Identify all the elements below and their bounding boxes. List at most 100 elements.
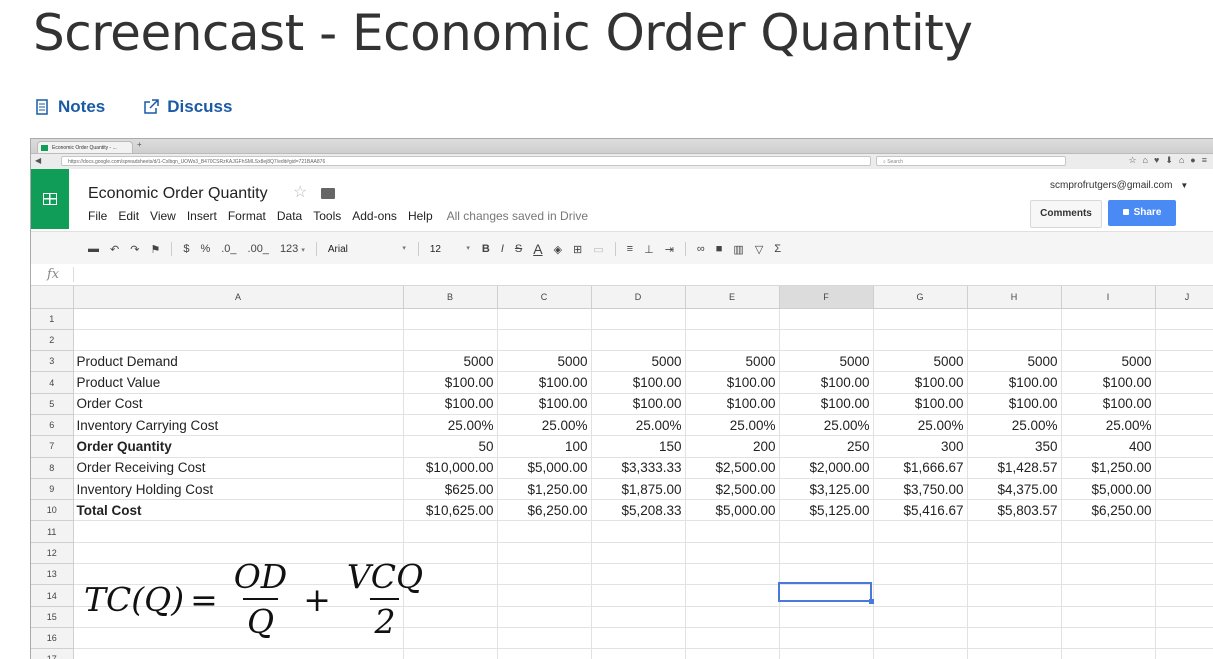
- cell-empty[interactable]: [1155, 435, 1213, 458]
- fill-color-icon[interactable]: ◈: [553, 243, 563, 256]
- bold-button[interactable]: B: [481, 243, 490, 255]
- cell-value[interactable]: 250: [779, 435, 874, 458]
- account-menu[interactable]: scmprofrutgers@gmail.com ▼: [1050, 180, 1189, 191]
- cell-value[interactable]: [685, 520, 780, 543]
- cell-label[interactable]: [73, 520, 404, 543]
- cell-value[interactable]: [1061, 308, 1156, 330]
- vertical-align-icon[interactable]: ⊥: [644, 243, 654, 256]
- cell-label[interactable]: [73, 584, 404, 607]
- cell-value[interactable]: $6,250.00: [1061, 499, 1156, 522]
- cell-value[interactable]: 400: [1061, 435, 1156, 458]
- cell-value[interactable]: [497, 606, 592, 628]
- functions-button[interactable]: Σ: [774, 243, 782, 255]
- borders-icon[interactable]: ⊞: [573, 243, 583, 256]
- cell-value[interactable]: [403, 648, 498, 659]
- cell-value[interactable]: [685, 648, 780, 659]
- cell-value[interactable]: $5,803.57: [967, 499, 1062, 522]
- cell-value[interactable]: $2,500.00: [685, 457, 780, 479]
- cell-value[interactable]: [873, 627, 968, 650]
- browser-tab[interactable]: Economic Order Quantity - ...: [37, 141, 133, 153]
- cell-value[interactable]: $100.00: [591, 371, 686, 394]
- row-header[interactable]: 10: [31, 499, 74, 522]
- cell-value[interactable]: $5,000.00: [685, 499, 780, 522]
- corner-cell[interactable]: [31, 286, 74, 309]
- back-icon[interactable]: ◀: [35, 156, 42, 165]
- cell-empty[interactable]: [1155, 350, 1213, 373]
- strikethrough-button[interactable]: S: [514, 243, 523, 255]
- cell-value[interactable]: $100.00: [1061, 393, 1156, 415]
- cell-value[interactable]: [497, 542, 592, 565]
- cell-value[interactable]: [779, 563, 874, 586]
- cell-value[interactable]: $100.00: [779, 371, 874, 394]
- cell-value[interactable]: $100.00: [779, 393, 874, 415]
- cell-value[interactable]: [873, 308, 968, 330]
- cell-value[interactable]: [1061, 542, 1156, 565]
- sheets-logo[interactable]: [31, 169, 69, 229]
- row-header[interactable]: 17: [31, 648, 74, 659]
- cell-value[interactable]: 200: [685, 435, 780, 458]
- row-header[interactable]: 12: [31, 542, 74, 565]
- cell-value[interactable]: [685, 542, 780, 565]
- cell-value[interactable]: [591, 563, 686, 586]
- cell-value[interactable]: [591, 648, 686, 659]
- cell-label[interactable]: [73, 627, 404, 650]
- cell-value[interactable]: $100.00: [967, 371, 1062, 394]
- cell-value[interactable]: [1061, 606, 1156, 628]
- row-header[interactable]: 1: [31, 308, 74, 330]
- cell-value[interactable]: [1061, 648, 1156, 659]
- cell-value[interactable]: [591, 308, 686, 330]
- cell-value[interactable]: $3,125.00: [779, 478, 874, 501]
- increase-decimal-button[interactable]: .00_: [247, 243, 269, 255]
- cell-value[interactable]: $100.00: [403, 371, 498, 394]
- cell-value[interactable]: [497, 563, 592, 586]
- cell-value[interactable]: 25.00%: [497, 414, 592, 437]
- cell-label[interactable]: Inventory Holding Cost: [73, 478, 404, 501]
- cell-value[interactable]: [403, 563, 498, 586]
- cell-value[interactable]: [1061, 584, 1156, 607]
- cell-value[interactable]: 5000: [497, 350, 592, 373]
- cell-value[interactable]: [403, 584, 498, 607]
- column-header[interactable]: D: [591, 286, 686, 309]
- row-header[interactable]: 13: [31, 563, 74, 586]
- cell-value[interactable]: $3,333.33: [591, 457, 686, 479]
- cell-value[interactable]: [1061, 329, 1156, 352]
- cell-value[interactable]: [497, 584, 592, 607]
- row-header[interactable]: 4: [31, 371, 74, 394]
- cell-value[interactable]: 300: [873, 435, 968, 458]
- document-title[interactable]: Economic Order Quantity: [88, 185, 268, 202]
- cell-empty[interactable]: [1155, 329, 1213, 352]
- cell-value[interactable]: $6,250.00: [497, 499, 592, 522]
- cell-value[interactable]: [967, 520, 1062, 543]
- cell-value[interactable]: $5,000.00: [1061, 478, 1156, 501]
- decrease-decimal-button[interactable]: .0_: [221, 243, 237, 255]
- cell-value[interactable]: $100.00: [497, 371, 592, 394]
- cell-label[interactable]: [73, 606, 404, 628]
- url-field[interactable]: https://docs.google.com/spreadsheets/d/1…: [61, 156, 871, 166]
- paint-format-icon[interactable]: ⚑: [150, 243, 161, 256]
- cell-value[interactable]: $4,375.00: [967, 478, 1062, 501]
- cell-empty[interactable]: [1155, 478, 1213, 501]
- font-select[interactable]: Arial ▾: [327, 243, 406, 255]
- cell-value[interactable]: 5000: [403, 350, 498, 373]
- cell-value[interactable]: [779, 520, 874, 543]
- column-header[interactable]: A: [73, 286, 404, 309]
- cell-label[interactable]: Total Cost: [73, 499, 404, 522]
- cell-value[interactable]: 350: [967, 435, 1062, 458]
- cell-value[interactable]: 5000: [591, 350, 686, 373]
- align-icon[interactable]: ≡: [626, 243, 634, 255]
- folder-icon[interactable]: [321, 188, 335, 199]
- cell-value[interactable]: $1,666.67: [873, 457, 968, 479]
- cell-value[interactable]: [497, 520, 592, 543]
- row-header[interactable]: 9: [31, 478, 74, 501]
- cell-value[interactable]: $1,428.57: [967, 457, 1062, 479]
- cell-empty[interactable]: [1155, 584, 1213, 607]
- wrap-text-icon[interactable]: ⇥: [664, 243, 674, 256]
- row-header[interactable]: 5: [31, 393, 74, 415]
- cell-value[interactable]: [873, 520, 968, 543]
- cell-empty[interactable]: [1155, 520, 1213, 543]
- cell-value[interactable]: [685, 563, 780, 586]
- cell-value[interactable]: [873, 542, 968, 565]
- cell-value[interactable]: [873, 563, 968, 586]
- cell-value[interactable]: $2,000.00: [779, 457, 874, 479]
- cell-label[interactable]: [73, 648, 404, 659]
